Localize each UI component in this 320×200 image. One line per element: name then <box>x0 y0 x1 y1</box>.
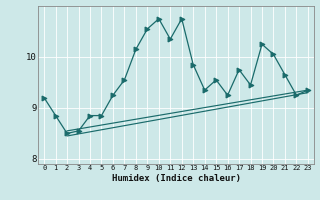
X-axis label: Humidex (Indice chaleur): Humidex (Indice chaleur) <box>111 174 241 183</box>
